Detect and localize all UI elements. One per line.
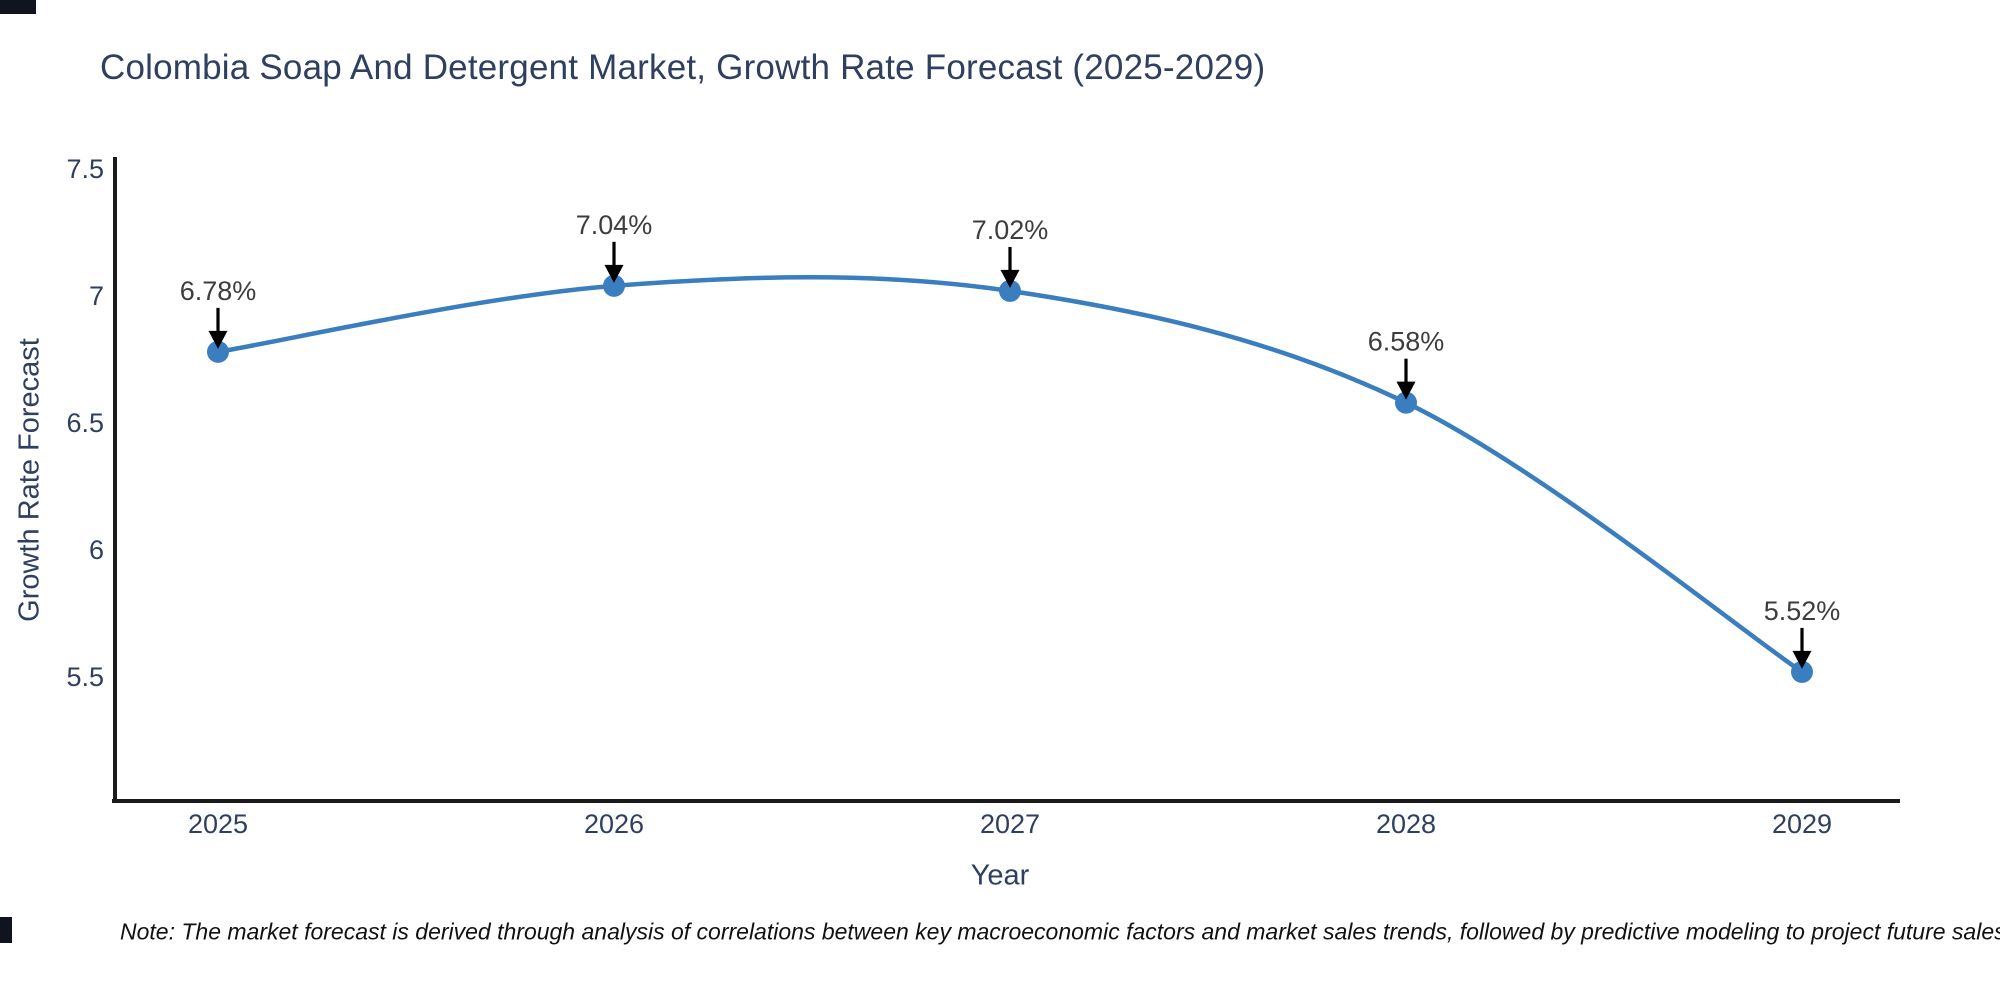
x-tick-label: 2026 bbox=[584, 809, 644, 839]
annotation-arrowhead bbox=[208, 330, 228, 349]
annotation-arrowhead bbox=[1792, 650, 1812, 669]
data-point-label: 6.78% bbox=[180, 276, 257, 306]
y-tick-label: 6.5 bbox=[66, 408, 104, 438]
screen-artifact-bottom-left bbox=[0, 917, 12, 943]
data-point-label: 7.04% bbox=[576, 210, 653, 240]
data-point-marker bbox=[1791, 660, 1813, 683]
screen-artifact-top-left bbox=[0, 0, 36, 14]
footnote: Note: The market forecast is derived thr… bbox=[120, 918, 2000, 945]
data-point-marker bbox=[1395, 391, 1417, 414]
x-axis-title: Year bbox=[970, 859, 1030, 892]
x-tick-label: 2027 bbox=[980, 809, 1040, 839]
forecast-line bbox=[215, 275, 1805, 675]
annotation-arrowhead bbox=[604, 264, 624, 283]
y-tick-label: 7.5 bbox=[66, 154, 104, 184]
y-tick-label: 7 bbox=[89, 281, 104, 311]
data-point-label: 5.52% bbox=[1764, 596, 1841, 626]
y-tick-label: 5.5 bbox=[66, 662, 104, 692]
x-tick-label: 2025 bbox=[188, 809, 248, 839]
annotation-arrowhead bbox=[1000, 269, 1020, 288]
x-tick-label: 2029 bbox=[1772, 809, 1832, 839]
chart-title: Colombia Soap And Detergent Market, Grow… bbox=[100, 48, 1266, 87]
x-tick-label: 2028 bbox=[1376, 809, 1436, 839]
y-tick-label: 6 bbox=[89, 535, 104, 565]
annotation-arrowhead bbox=[1396, 381, 1416, 400]
data-point-marker bbox=[603, 274, 625, 297]
data-point-marker bbox=[999, 279, 1021, 302]
data-point-label: 6.58% bbox=[1368, 327, 1445, 357]
data-point-marker bbox=[207, 340, 229, 363]
data-point-label: 7.02% bbox=[972, 215, 1049, 245]
